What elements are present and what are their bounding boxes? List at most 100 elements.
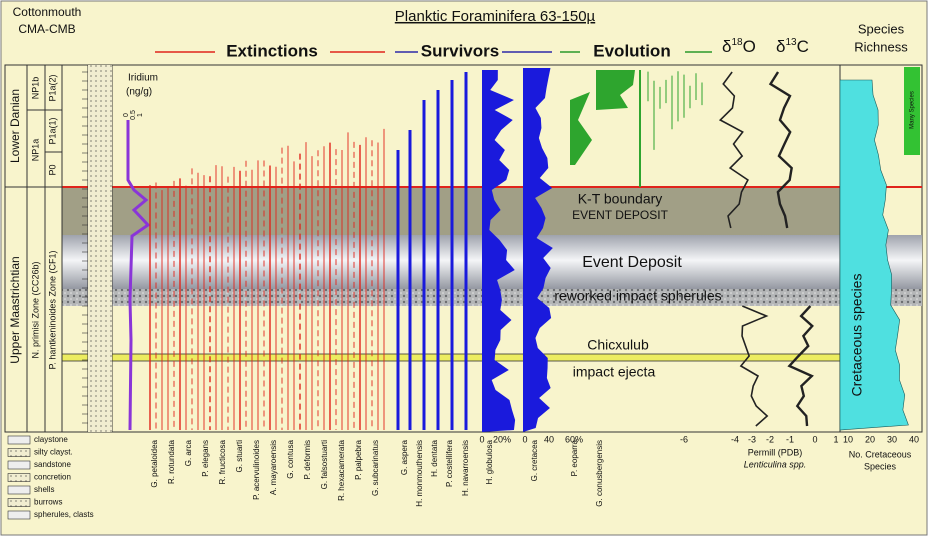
marker-label: EVENT DEPOSIT (572, 208, 668, 222)
species-label: G. stuarti (235, 440, 244, 473)
label: P1a(2) (47, 74, 57, 101)
legend-label: concretion (34, 473, 71, 482)
label: Species (858, 21, 905, 36)
label: Lower Danian (8, 89, 22, 163)
isotope-label: δ18O (722, 37, 756, 57)
marker-label: reworked impact spherules (554, 288, 721, 304)
legend-label: silty clayst. (34, 448, 73, 457)
species-label: A. mayaroensis (269, 440, 278, 495)
label: No. Cretaceous (849, 449, 912, 459)
evolution-abundance (570, 92, 592, 165)
scale-label: 1 (833, 434, 838, 444)
species-label: G. aspera (400, 439, 409, 475)
species-label: H. globulosa (485, 439, 494, 484)
scale-label: 20 (865, 434, 875, 444)
species-label: H. monmouthensis (415, 440, 424, 507)
legend-swatch (7, 498, 31, 507)
species-label: P. deformis (303, 440, 312, 479)
label: Lenticulina spp. (744, 459, 807, 469)
scale-label: 60% (565, 434, 583, 444)
scale-label: -1 (786, 434, 794, 444)
legend-swatch (7, 473, 31, 482)
label: NP1a (30, 139, 40, 162)
evolution-abundance (596, 70, 635, 110)
species-label: P. palpebra (354, 439, 363, 479)
legend-swatch (7, 510, 31, 520)
species-label: R. hexacamerata (337, 439, 346, 500)
label: NP1b (30, 77, 40, 100)
legend-label: claystone (34, 435, 68, 444)
species-label: P. acervulinoides (252, 440, 261, 500)
marker-label: impact ejecta (573, 364, 656, 380)
label: P0 (47, 164, 57, 175)
species-label: G. arca (184, 439, 193, 466)
scale-label: 40 (544, 434, 554, 444)
species-label: P. eoparra (570, 439, 579, 476)
label: Upper Maastrichtian (8, 256, 22, 363)
species-label: G. contusa (286, 439, 295, 478)
label: Planktic Foraminifera 63-150µ (395, 8, 596, 25)
legend-label: sandstone (34, 460, 71, 469)
label: 1 (137, 113, 144, 117)
species-label: G. subcarinatus (371, 440, 380, 496)
species-label: G. cretacea (530, 439, 539, 481)
scale-label: 20% (493, 434, 511, 444)
label: Many Species (910, 91, 916, 129)
scale-label: -3 (748, 434, 756, 444)
label: P. hantkeninoides Zone (CF1) (47, 251, 57, 370)
label: Species (864, 461, 897, 471)
species-label: R. rotundata (167, 439, 176, 484)
marker-label: Chicxulub (587, 337, 649, 353)
isotope-element: C (797, 37, 809, 56)
label: 0.5 (130, 110, 137, 120)
scale-label: 40 (909, 434, 919, 444)
label: Richness (854, 39, 908, 54)
legend-label: burrows (34, 498, 62, 507)
scale-label: 0 (812, 434, 817, 444)
label: Cretaceous species (849, 274, 865, 397)
species-label: R. fructicosa (218, 439, 227, 484)
scale-label: 30 (887, 434, 897, 444)
legend-swatch (7, 448, 31, 457)
isotope-element: O (743, 37, 756, 56)
isotope-symbol: δ (722, 37, 731, 56)
scale-label: -2 (766, 434, 774, 444)
species-label: G. falsostuarti (320, 440, 329, 490)
scale-label: 0 (522, 434, 527, 444)
isotope-mass: 13 (785, 37, 797, 48)
label: P1a(1) (47, 117, 57, 144)
richness-many (904, 67, 920, 155)
label: 0 (123, 113, 130, 117)
legend-label: shells (34, 485, 54, 494)
group-label: Evolution (593, 41, 670, 60)
survivor-abundance (482, 70, 516, 432)
legend-swatch (7, 485, 31, 495)
label: Cottonmouth (13, 5, 82, 19)
label: Permill (PDB) (748, 447, 803, 457)
marker-label: K-T boundary (578, 191, 663, 207)
species-label: G. petaloidea (150, 439, 159, 487)
isotope-label: δ13C (776, 37, 809, 57)
label: Iridium (128, 73, 158, 84)
iridium-curve (126, 120, 151, 431)
species-label: H. navarroensis (461, 440, 470, 496)
richness-area (839, 79, 909, 431)
scale-label: 10 (843, 434, 853, 444)
lithology-column (88, 65, 112, 432)
legend-swatch (7, 435, 31, 445)
marker-label: Event Deposit (582, 254, 682, 271)
isotope-curve (718, 71, 769, 427)
group-label: Extinctions (226, 41, 318, 60)
isotope-symbol: δ (776, 37, 785, 56)
group-label: Survivors (421, 41, 499, 60)
label: N. primisi Zone (CC26b) (30, 261, 40, 358)
species-label: P. costellifera (445, 439, 454, 487)
legend-swatch (7, 460, 31, 470)
species-label: H. dentata (430, 439, 439, 476)
label: CMA-CMB (18, 22, 75, 36)
scale-label: -4 (731, 434, 739, 444)
scale-label: -6 (680, 434, 688, 444)
survivor-abundance (523, 68, 553, 432)
legend-label: spherules, clasts (34, 510, 94, 519)
